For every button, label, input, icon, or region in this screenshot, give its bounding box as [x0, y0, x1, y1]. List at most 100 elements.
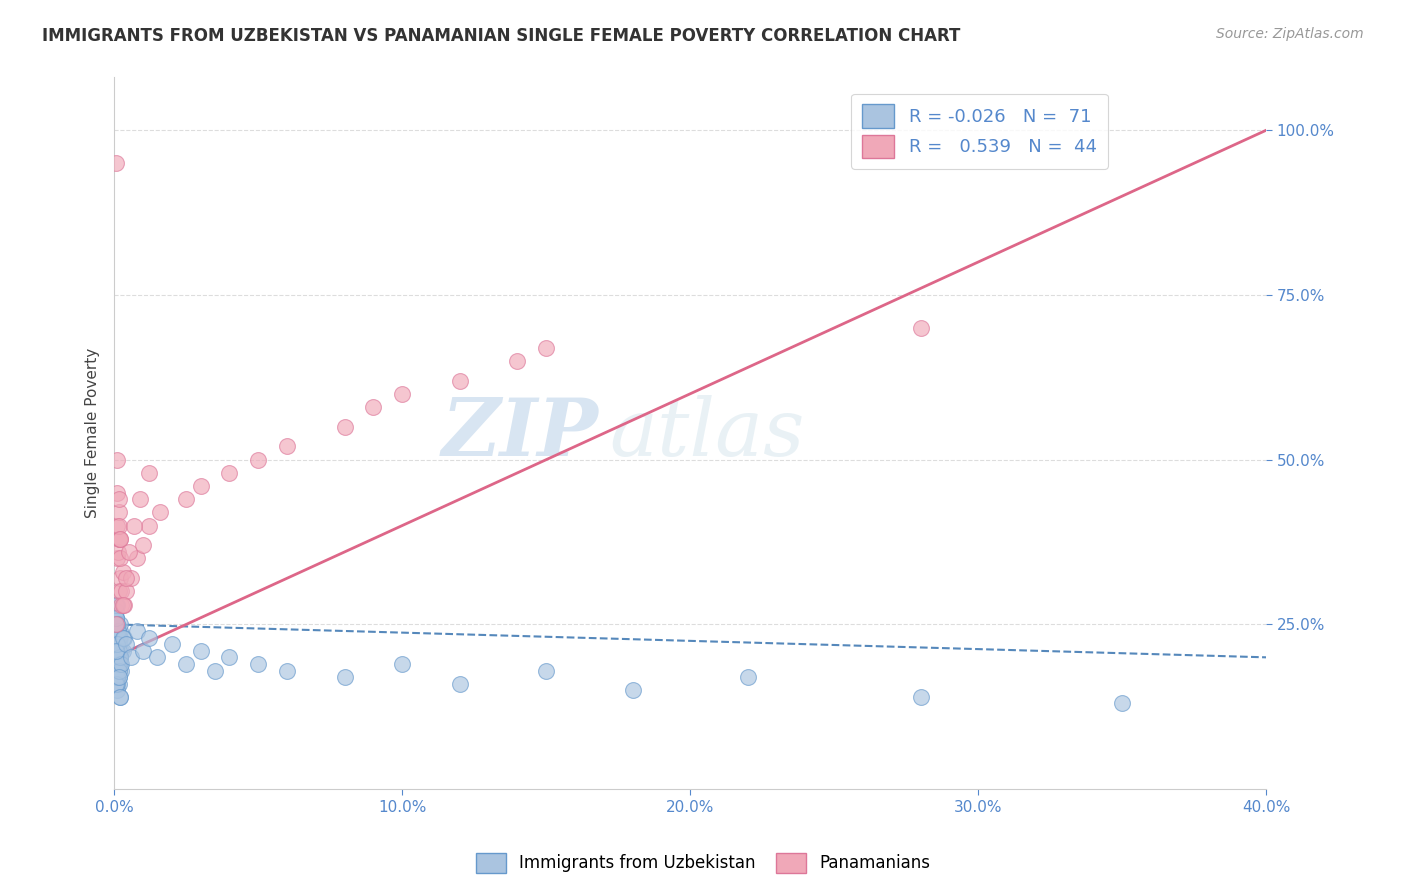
Point [247, 452, 270, 467]
Point [910, 321, 932, 335]
Point [391, 657, 413, 671]
Point [107, 657, 129, 671]
Point [108, 657, 131, 671]
Y-axis label: Single Female Poverty: Single Female Poverty [86, 348, 100, 518]
Point [104, 156, 127, 170]
Point [363, 400, 385, 414]
Point [105, 664, 128, 678]
Point [108, 690, 131, 704]
Point [105, 650, 128, 665]
Point [160, 637, 183, 651]
Point [105, 604, 128, 618]
Point [107, 657, 129, 671]
Point [108, 518, 131, 533]
Point [174, 492, 197, 507]
Point [107, 637, 129, 651]
Point [107, 664, 129, 678]
Point [108, 624, 131, 638]
Point [112, 631, 135, 645]
Point [247, 657, 270, 671]
Text: atlas: atlas [610, 394, 806, 472]
Point [276, 664, 298, 678]
Point [108, 631, 131, 645]
Point [117, 545, 139, 559]
Legend: R = -0.026   N =  71, R =   0.539   N =  44: R = -0.026 N = 71, R = 0.539 N = 44 [851, 94, 1108, 169]
Point [105, 664, 128, 678]
Point [107, 545, 129, 559]
Point [107, 670, 129, 684]
Point [105, 676, 128, 690]
Point [104, 637, 127, 651]
Point [190, 479, 212, 493]
Point [108, 670, 131, 684]
Point [105, 598, 128, 612]
Point [108, 532, 131, 546]
Point [124, 518, 146, 533]
Point [105, 683, 128, 698]
Point [218, 650, 240, 665]
Point [107, 584, 129, 599]
Point [108, 551, 131, 566]
Point [108, 631, 131, 645]
Point [111, 631, 134, 645]
Point [333, 419, 356, 434]
Point [111, 598, 134, 612]
Point [108, 657, 131, 671]
Point [138, 631, 160, 645]
Point [114, 571, 136, 585]
Point [105, 644, 128, 658]
Point [536, 664, 558, 678]
Point [105, 617, 128, 632]
Point [127, 624, 149, 638]
Point [110, 657, 132, 671]
Point [114, 637, 136, 651]
Point [108, 650, 131, 665]
Point [107, 492, 129, 507]
Point [107, 624, 129, 638]
Point [111, 565, 134, 579]
Point [105, 617, 128, 632]
Point [1111, 697, 1133, 711]
Point [110, 644, 132, 658]
Point [108, 617, 131, 632]
Point [110, 584, 132, 599]
Text: IMMIGRANTS FROM UZBEKISTAN VS PANAMANIAN SINGLE FEMALE POVERTY CORRELATION CHART: IMMIGRANTS FROM UZBEKISTAN VS PANAMANIAN… [42, 27, 960, 45]
Point [174, 657, 197, 671]
Point [105, 670, 128, 684]
Point [111, 644, 134, 658]
Point [138, 466, 160, 480]
Point [132, 538, 155, 552]
Point [108, 532, 131, 546]
Point [107, 505, 129, 519]
Point [110, 598, 132, 612]
Point [129, 492, 152, 507]
Point [391, 386, 413, 401]
Point [105, 452, 128, 467]
Point [105, 637, 128, 651]
Point [104, 598, 127, 612]
Point [104, 611, 127, 625]
Point [449, 374, 471, 388]
Point [105, 485, 128, 500]
Point [204, 664, 226, 678]
Point [536, 341, 558, 355]
Point [333, 670, 356, 684]
Point [121, 571, 143, 585]
Point [276, 440, 298, 454]
Point [105, 611, 128, 625]
Point [121, 650, 143, 665]
Point [737, 670, 759, 684]
Point [112, 598, 135, 612]
Point [910, 690, 932, 704]
Point [107, 631, 129, 645]
Point [506, 353, 529, 368]
Point [107, 650, 129, 665]
Point [621, 683, 644, 698]
Point [108, 690, 131, 704]
Point [105, 518, 128, 533]
Point [107, 644, 129, 658]
Point [138, 518, 160, 533]
Text: Source: ZipAtlas.com: Source: ZipAtlas.com [1216, 27, 1364, 41]
Point [105, 617, 128, 632]
Point [108, 650, 131, 665]
